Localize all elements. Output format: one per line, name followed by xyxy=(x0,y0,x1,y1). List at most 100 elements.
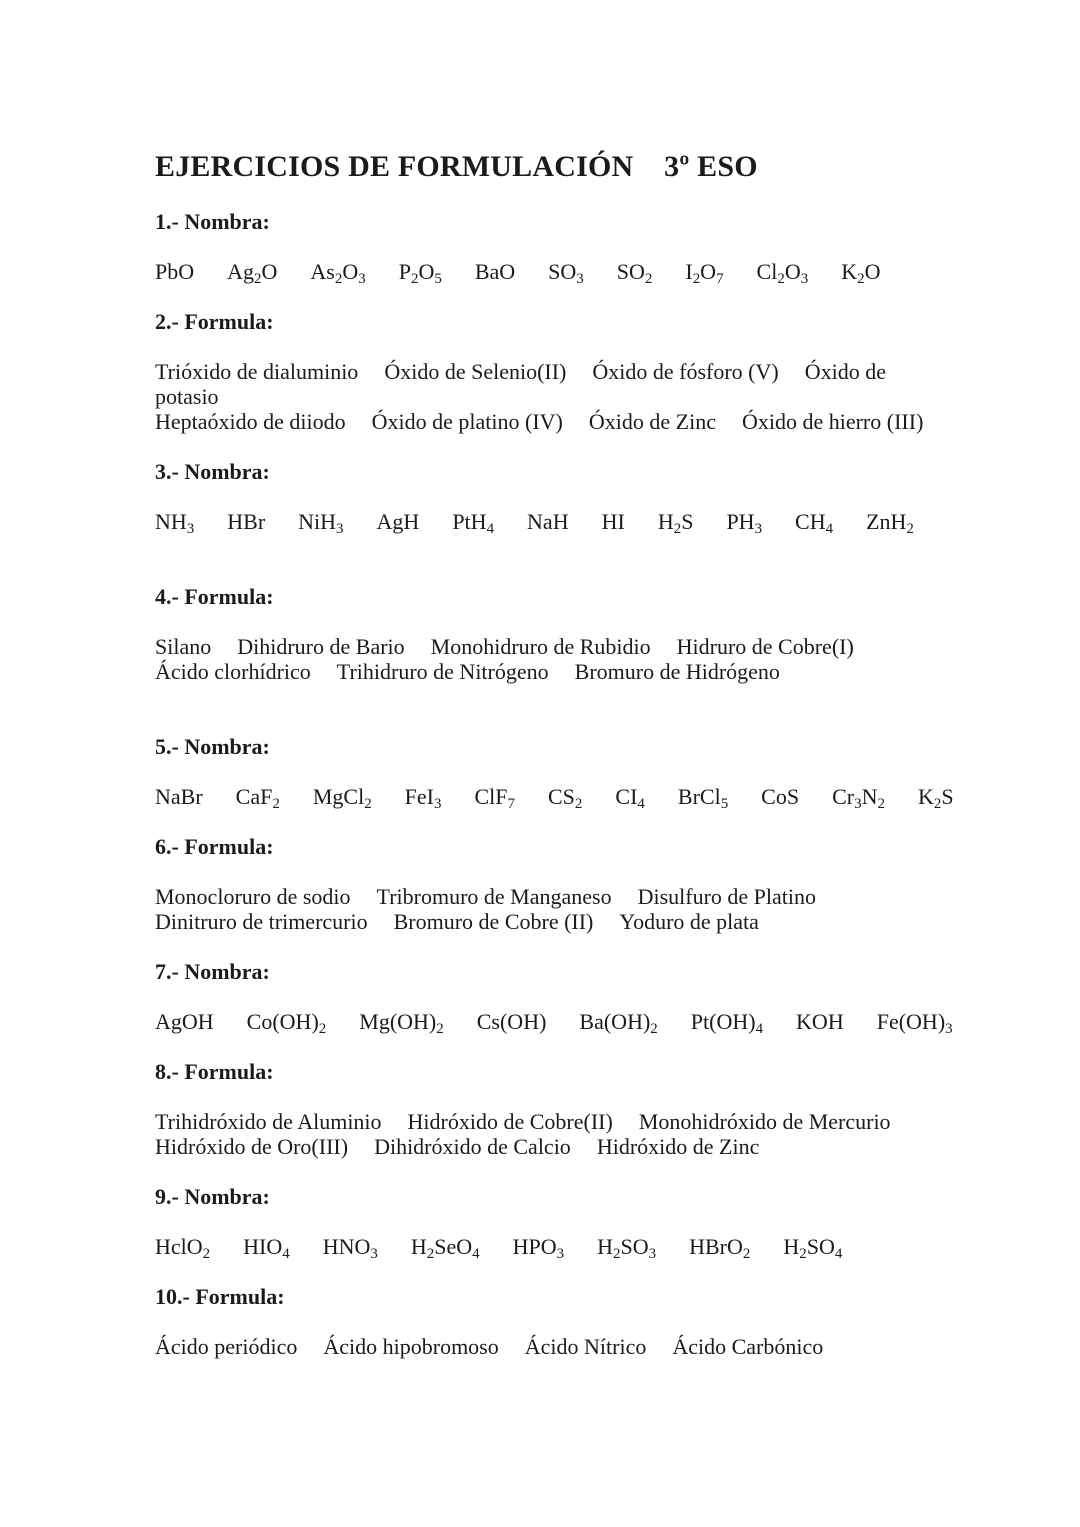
chemical-formula: H2S xyxy=(657,509,694,538)
blank-line xyxy=(155,1209,1010,1234)
compound-name: Ácido periódico xyxy=(155,1334,298,1359)
compound-name: Hidruro de Cobre(I) xyxy=(676,634,854,659)
chemical-formula: PH3 xyxy=(726,509,763,538)
formula-row: NaBr CaF2 MgCl2 FeI3 ClF7 CS2 CI4 BrCl5 CoS Cr3N2… xyxy=(155,784,1010,813)
formula-row: NH3 HBr NiH3 AgH PtH4 NaH HI H2S PH3 CH4 ZnH2 xyxy=(155,509,1010,538)
blank-line xyxy=(155,534,1010,559)
chemical-formula: Co(OH)2 xyxy=(246,1009,327,1038)
chemical-formula: Ba(OH)2 xyxy=(579,1009,658,1038)
name-row: Ácido clorhídrico Trihidruro de Nitrógeno… xyxy=(155,659,1010,684)
formula-row: HclO2 HIO4 HNO3 H2SeO4 HPO3 H2SO3 HBrO2 H2SO4 xyxy=(155,1234,1010,1263)
compound-name: Trihidróxido de Aluminio xyxy=(155,1109,382,1134)
section-heading: 1.- Nombra: xyxy=(155,209,270,234)
blank-line xyxy=(155,609,1010,634)
section-heading: 7.- Nombra: xyxy=(155,959,270,984)
formula-row: PbO Ag2O As2O3 P2O5 BaO SO3 SO2 I2O7 Cl2O3 K2O xyxy=(155,259,1010,288)
chemical-formula: P2O5 xyxy=(398,259,442,288)
chemical-formula: PtH4 xyxy=(452,509,495,538)
compound-name: Hidróxido de Oro(III) xyxy=(155,1134,349,1159)
chemical-formula: Mg(OH)2 xyxy=(359,1009,444,1038)
compound-name: Óxido de platino (IV) xyxy=(371,409,563,434)
compound-name: Trióxido de dialuminio xyxy=(155,359,359,384)
formula-row: AgOH Co(OH)2 Mg(OH)2 Cs(OH) Ba(OH)2 Pt(OH)4 KO… xyxy=(155,1009,1010,1038)
chemical-formula: NiH3 xyxy=(298,509,344,538)
chemical-formula: SO2 xyxy=(616,259,653,288)
chemical-formula: AgH xyxy=(376,509,420,534)
chemical-formula: Pt(OH)4 xyxy=(690,1009,764,1038)
chemical-formula: HI xyxy=(601,509,625,534)
section-heading: 3.- Nombra: xyxy=(155,459,270,484)
compound-name: Ácido Nítrico xyxy=(524,1334,647,1359)
blank-line xyxy=(155,934,1010,959)
name-row: Hidróxido de Oro(III) Dihidróxido de Calc… xyxy=(155,1134,1010,1159)
name-row: Dinitruro de trimercurio Bromuro de Cobre… xyxy=(155,909,1010,934)
blank-line xyxy=(155,1259,1010,1284)
chemical-formula: ClF7 xyxy=(474,784,515,813)
blank-line xyxy=(155,1159,1010,1184)
blank-line xyxy=(155,859,1010,884)
compound-name: Silano xyxy=(155,634,212,659)
compound-name: Disulfuro de Platino xyxy=(637,884,817,909)
chemical-formula: CI4 xyxy=(615,784,645,813)
chemical-formula: H2SO4 xyxy=(783,1234,843,1263)
compound-name: Monocloruro de sodio xyxy=(155,884,351,909)
compound-name: Hidróxido de Cobre(II) xyxy=(407,1109,613,1134)
name-row: Ácido periódico Ácido hipobromoso Ácido Ní… xyxy=(155,1334,1010,1359)
section-heading: 8.- Formula: xyxy=(155,1059,274,1084)
compound-name: Bromuro de Cobre (II) xyxy=(393,909,594,934)
blank-line xyxy=(155,334,1010,359)
section-heading: 6.- Formula: xyxy=(155,834,274,859)
chemical-formula: Cl2O3 xyxy=(756,259,809,288)
chemical-formula: Cs(OH) xyxy=(476,1009,547,1034)
page-title: EJERCICIOS DE FORMULACIÓN 3º ESO xyxy=(155,150,758,183)
chemical-formula: NaBr xyxy=(155,784,203,809)
compound-name: Ácido hipobromoso xyxy=(323,1334,499,1359)
compound-name: Trihidruro de Nitrógeno xyxy=(336,659,549,684)
chemical-formula: HclO2 xyxy=(155,1234,211,1263)
chemical-formula: NH3 xyxy=(155,509,195,538)
compound-name: Ácido clorhídrico xyxy=(155,659,311,684)
blank-line xyxy=(155,1034,1010,1059)
chemical-formula: SO3 xyxy=(548,259,584,288)
chemical-formula: Fe(OH)3 xyxy=(876,1009,953,1038)
section-heading: 4.- Formula: xyxy=(155,584,274,609)
blank-line xyxy=(155,684,1010,709)
compound-name: Óxido de hierro (III) xyxy=(741,409,924,434)
compound-name: Yoduro de plata xyxy=(619,909,759,934)
blank-line xyxy=(155,759,1010,784)
blank-line xyxy=(155,1309,1010,1334)
compound-name: Ácido Carbónico xyxy=(672,1334,824,1359)
chemical-formula: H2SO3 xyxy=(597,1234,657,1263)
document-body: 1.- Nombra: PbO Ag2O As2O3 P2O5 BaO SO3 SO2 I2O7… xyxy=(155,209,1010,1359)
chemical-formula: H2SeO4 xyxy=(410,1234,480,1263)
compound-name: Hidróxido de Zinc xyxy=(596,1134,760,1159)
compound-name: Bromuro de Hidrógeno xyxy=(574,659,780,684)
blank-line xyxy=(155,559,1010,584)
chemical-formula: HNO3 xyxy=(322,1234,378,1263)
blank-line xyxy=(155,984,1010,1009)
blank-line xyxy=(155,709,1010,734)
chemical-formula: NaH xyxy=(527,509,569,534)
chemical-formula: BaO xyxy=(474,259,516,284)
chemical-formula: As2O3 xyxy=(310,259,366,288)
section-heading: 9.- Nombra: xyxy=(155,1184,270,1209)
compound-name: Óxido de Zinc xyxy=(588,409,716,434)
chemical-formula: K2S xyxy=(917,784,954,813)
compound-name: Monohidruro de Rubidio xyxy=(430,634,651,659)
blank-line xyxy=(155,434,1010,459)
name-row: Trióxido de dialuminio Óxido de Selenio(I… xyxy=(155,359,1010,384)
blank-line xyxy=(155,1084,1010,1109)
chemical-formula: ZnH2 xyxy=(866,509,914,538)
chemical-formula: AgOH xyxy=(155,1009,214,1034)
chemical-formula: MgCl2 xyxy=(312,784,372,813)
section-heading: 2.- Formula: xyxy=(155,309,274,334)
name-row: Trihidróxido de Aluminio Hidróxido de Cob… xyxy=(155,1109,1010,1134)
blank-line xyxy=(155,484,1010,509)
chemical-formula: KOH xyxy=(796,1009,844,1034)
blank-line xyxy=(155,234,1010,259)
compound-name: Óxido de Selenio(II) xyxy=(384,359,567,384)
chemical-formula: FeI3 xyxy=(404,784,442,813)
name-row: potasio xyxy=(155,384,1010,409)
chemical-formula: CH4 xyxy=(795,509,834,538)
